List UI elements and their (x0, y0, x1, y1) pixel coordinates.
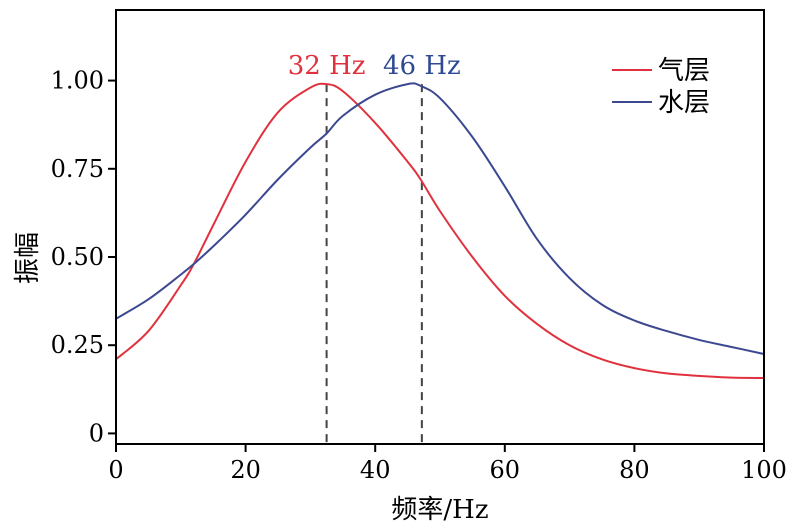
axis-ticks: 0 20 40 60 80 100 0 0.25 0.50 0.75 1.00 (51, 67, 787, 484)
x-tick-label: 100 (741, 456, 787, 484)
plot-frame (115, 9, 765, 445)
y-tick-label: 1.00 (51, 67, 104, 95)
y-tick-label: 0 (89, 419, 104, 447)
legend: 气层 水层 (612, 56, 710, 118)
peak-dashed-lines (325, 84, 423, 444)
x-tick-label: 40 (360, 456, 391, 484)
x-axis-label: 频率/Hz (391, 495, 488, 525)
legend-label-gas-layer: 气层 (658, 56, 710, 86)
y-tick-label: 0.50 (51, 243, 104, 271)
series-line-gas-layer (115, 82, 765, 380)
peak-label: 46 Hz (383, 51, 461, 81)
x-tick-label: 80 (619, 456, 650, 484)
peak-labels: 32 Hz 46 Hz (288, 51, 461, 81)
x-tick-label: 60 (490, 456, 521, 484)
y-axis-label: 振幅 (13, 232, 43, 284)
peak-label: 32 Hz (288, 51, 366, 81)
x-tick-label: 0 (108, 456, 123, 484)
series-line-water-layer (115, 82, 765, 355)
legend-label-water-layer: 水层 (658, 88, 710, 118)
x-tick-label: 20 (230, 456, 261, 484)
y-tick-label: 0.75 (51, 155, 104, 183)
series-lines (115, 82, 765, 380)
y-tick-label: 0.25 (51, 331, 104, 359)
